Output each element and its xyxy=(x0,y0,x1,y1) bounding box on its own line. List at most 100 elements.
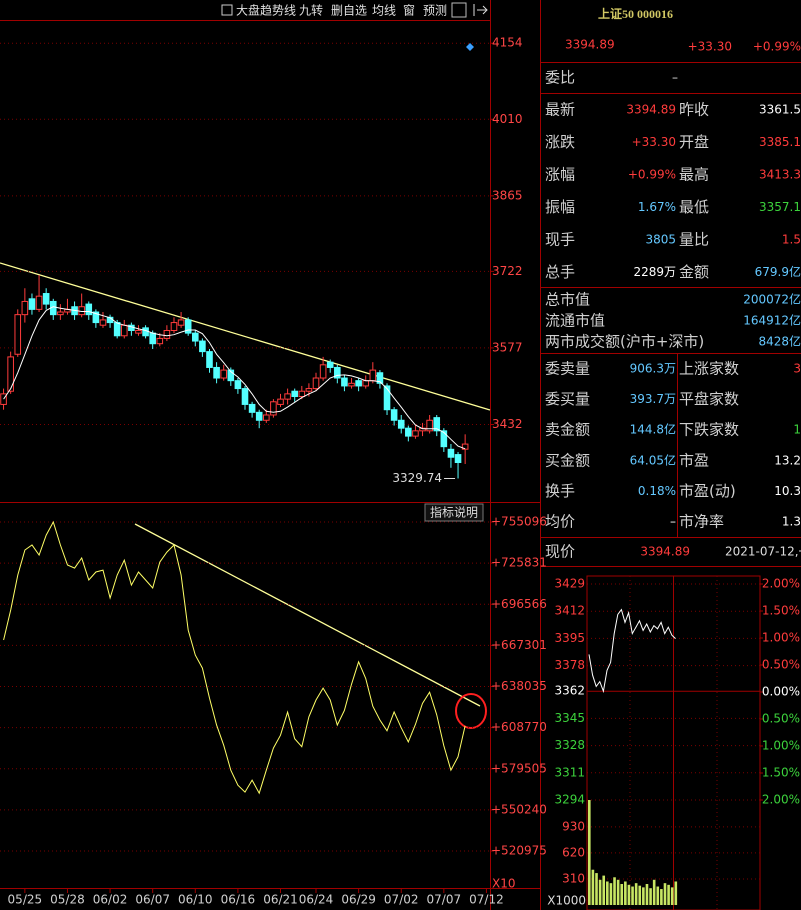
candle-body xyxy=(92,311,100,324)
security-title: 上证50 000016 xyxy=(598,6,673,21)
y-tick-label: 4010 xyxy=(492,112,523,126)
candle-body xyxy=(326,361,334,368)
y-tick-label: 3429 xyxy=(554,577,585,591)
candle-body xyxy=(234,380,242,390)
candle-body xyxy=(255,411,263,421)
quote-value: +0.99% xyxy=(628,168,676,182)
toolbar-item[interactable]: 大盘趋势线 xyxy=(236,3,296,18)
indicator-button-label[interactable]: 指标说明 xyxy=(430,505,478,520)
stat-label: 买金额 xyxy=(545,451,590,469)
y-tick-label: 3362 xyxy=(554,684,585,698)
trend-line xyxy=(134,523,481,707)
market-label: 流通市值 xyxy=(545,312,605,330)
export-button[interactable] xyxy=(473,4,488,16)
candle-body xyxy=(163,329,171,339)
candle-body xyxy=(206,351,213,368)
volume-bar xyxy=(609,883,613,905)
stat-value: 13.2 xyxy=(774,453,801,467)
volume-bar xyxy=(638,885,642,905)
stat-value: 64.05亿 xyxy=(630,452,676,467)
candle-body xyxy=(277,398,284,405)
market-label: 两市成交额(沪市+深市) xyxy=(545,333,704,351)
candle-body xyxy=(341,377,348,387)
indicator-line xyxy=(3,520,466,795)
toolbar-item[interactable]: 预测 xyxy=(423,4,447,18)
candle-body xyxy=(440,430,448,448)
candle-body xyxy=(21,300,29,316)
quote-label: 量比 xyxy=(679,231,709,249)
quote-label: 涨跌 xyxy=(545,133,575,151)
quote-label: 最高 xyxy=(679,166,709,184)
commission-label: 委比 xyxy=(545,69,575,87)
volume-bar xyxy=(602,875,606,905)
candle-body xyxy=(156,337,164,345)
volume-bar xyxy=(624,881,627,905)
stat-label: 换手 xyxy=(545,482,575,500)
indicator-button[interactable] xyxy=(424,503,484,522)
stat-value: – xyxy=(670,515,676,529)
y2-tick-label: 1.00% xyxy=(762,631,800,645)
checkbox[interactable] xyxy=(221,4,233,16)
quote-label: 振幅 xyxy=(545,198,575,216)
candle-body xyxy=(57,311,64,316)
x-tick-label: 06/02 xyxy=(93,893,128,907)
quote-label: 涨幅 xyxy=(545,166,575,184)
candle-body xyxy=(355,380,362,387)
volume-bar xyxy=(645,884,649,905)
candle-body xyxy=(298,390,306,398)
candle-body xyxy=(7,356,14,392)
quote-label: 现手 xyxy=(545,231,575,249)
candle-body xyxy=(362,380,370,387)
y-tick-label: +696566 xyxy=(491,597,547,611)
x-tick-label: 06/29 xyxy=(341,893,376,907)
candle-body xyxy=(447,448,455,458)
candle-body xyxy=(397,419,405,429)
y2-tick-label: 2.00% xyxy=(762,793,800,807)
toolbar-item[interactable]: 九转 xyxy=(299,3,323,18)
stat-value: 1.3 xyxy=(782,515,801,529)
toolbar-item[interactable]: 删自选 xyxy=(331,4,367,18)
y2-tick-label: 0.50% xyxy=(762,712,800,726)
volume-bar xyxy=(627,884,631,905)
stat-label: 卖金额 xyxy=(545,421,590,439)
volume-bar xyxy=(674,881,678,905)
intraday-price: 3394.89 xyxy=(640,545,690,559)
toolbar-item[interactable]: 窗 xyxy=(403,4,415,18)
candle-body xyxy=(28,298,36,310)
toolbar-item[interactable]: 均线 xyxy=(372,4,396,18)
stat-label: 委卖量 xyxy=(545,360,590,378)
candle-body xyxy=(170,322,178,331)
intraday-title: 现价 xyxy=(545,543,575,561)
lock-button[interactable] xyxy=(451,2,467,18)
market-label: 总市值 xyxy=(545,291,590,309)
x-tick-label: 06/07 xyxy=(135,893,170,907)
intraday-date: 2021-07-12,一 xyxy=(725,545,801,559)
candle-body xyxy=(383,385,391,411)
volume-bar xyxy=(616,879,620,905)
y-tick-label: +755096 xyxy=(491,515,547,529)
quote-value: 3361.5 xyxy=(759,103,801,117)
stat-value: 906.3万 xyxy=(630,362,676,376)
x-tick-label: 07/02 xyxy=(384,893,419,907)
quote-value: 1.67% xyxy=(638,200,676,214)
volume-tick-label: 620 xyxy=(562,845,585,859)
y-tick-label: +550240 xyxy=(491,802,547,816)
candle-body xyxy=(291,390,299,398)
stat-value: 144.8亿 xyxy=(630,422,676,437)
stat-label: 市盈 xyxy=(679,451,709,469)
candle-body xyxy=(390,409,398,421)
candle-body xyxy=(348,382,355,387)
candle-body xyxy=(142,327,149,337)
y-tick-label: +608770 xyxy=(491,720,547,734)
candle-body xyxy=(263,414,270,421)
candle-body xyxy=(461,443,469,450)
y-tick-label: +579505 xyxy=(491,761,547,775)
candle-body xyxy=(191,332,199,342)
stat-label: 市净率 xyxy=(679,513,724,531)
candle-body xyxy=(177,319,185,326)
volume-bar xyxy=(591,869,595,905)
y-tick-label: 3328 xyxy=(554,738,585,752)
volume-bar xyxy=(667,884,670,905)
